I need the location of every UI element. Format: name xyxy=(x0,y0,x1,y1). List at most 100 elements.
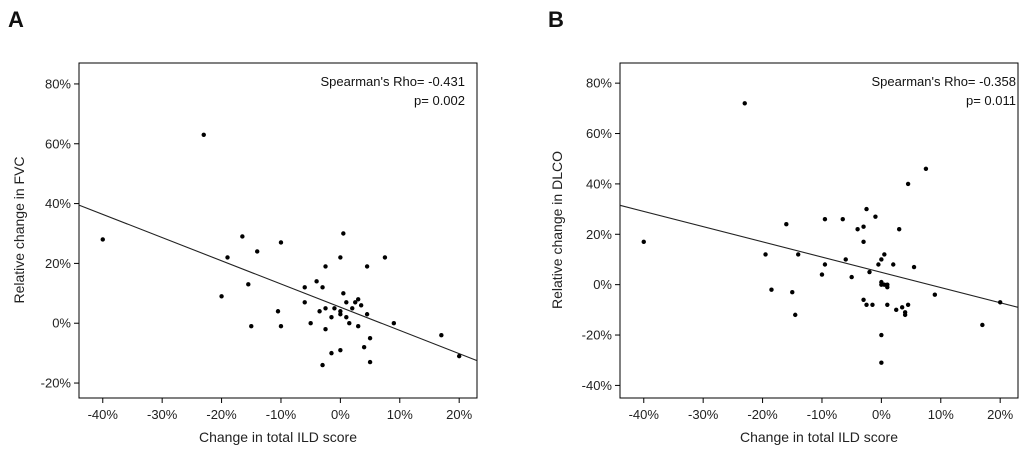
data-point xyxy=(980,322,985,328)
data-point xyxy=(864,206,869,212)
data-point xyxy=(822,262,828,267)
data-point xyxy=(899,305,905,310)
y-tick-label: 0% xyxy=(52,316,71,331)
x-tick-label: -40% xyxy=(88,407,119,422)
data-point xyxy=(911,264,917,270)
y-tick-label: 40% xyxy=(45,196,71,211)
data-point xyxy=(332,306,337,311)
data-point xyxy=(891,262,896,267)
data-point xyxy=(849,274,854,280)
data-point xyxy=(341,291,346,296)
y-tick-label: 0% xyxy=(593,277,612,292)
data-point xyxy=(308,321,313,326)
y-tick-label: 20% xyxy=(45,256,71,271)
data-point xyxy=(391,321,397,326)
data-point xyxy=(902,312,908,318)
panel-b: B -40% -30% -20% -10% 0% 10% 20% -40% -20% 0% 20%… xyxy=(548,7,1019,445)
data-point xyxy=(367,335,373,341)
data-points-b xyxy=(641,101,1003,365)
data-point xyxy=(317,309,322,314)
y-tick-label: 20% xyxy=(586,227,612,242)
fit-line-a xyxy=(78,204,478,362)
x-tick-label: 20% xyxy=(446,407,472,422)
data-point xyxy=(861,239,866,245)
data-point xyxy=(456,353,462,359)
x-tick-label: -10% xyxy=(807,407,838,422)
data-point xyxy=(894,307,899,313)
data-point xyxy=(364,264,370,269)
panel-letter-a: A xyxy=(8,7,24,32)
data-point xyxy=(225,255,230,260)
data-point xyxy=(320,362,325,368)
data-point xyxy=(341,231,346,236)
data-point xyxy=(997,300,1003,305)
x-tick-label: 10% xyxy=(928,407,954,422)
data-point xyxy=(876,262,881,267)
y-tick-label: -20% xyxy=(41,376,72,391)
x-tick-label: -30% xyxy=(688,407,719,422)
y-tick-label: 60% xyxy=(45,136,71,151)
data-point xyxy=(338,312,343,317)
data-point xyxy=(246,282,251,287)
y-tick-label: -40% xyxy=(582,378,613,393)
data-point xyxy=(338,347,343,353)
data-point xyxy=(329,315,334,320)
data-point xyxy=(855,227,860,232)
data-point xyxy=(275,309,281,314)
y-tick-label: 80% xyxy=(45,76,71,91)
data-point xyxy=(364,312,370,317)
data-point xyxy=(367,359,373,365)
spearman-rho-a: Spearman's Rho= -0.431 xyxy=(321,74,466,89)
data-point xyxy=(843,257,848,262)
y-ticks-b: -40% -20% 0% 20% 40% 60% 80% xyxy=(582,76,620,393)
data-point xyxy=(879,332,884,338)
data-point xyxy=(932,292,938,297)
x-tick-label: -40% xyxy=(629,407,660,422)
data-point xyxy=(870,302,875,308)
data-point xyxy=(769,287,774,292)
data-point xyxy=(861,224,866,229)
x-tick-label: -20% xyxy=(206,407,237,422)
data-point xyxy=(793,312,798,318)
data-point xyxy=(219,294,224,299)
data-point xyxy=(923,166,929,171)
x-ticks-b: -40% -30% -20% -10% 0% 10% 20% xyxy=(629,398,1014,422)
x-tick-label: -10% xyxy=(266,407,297,422)
x-ticks-a: -40% -30% -20% -10% 0% 10% 20% xyxy=(88,398,473,422)
data-point xyxy=(885,302,890,308)
data-point xyxy=(790,290,795,295)
data-point xyxy=(905,181,911,187)
data-point xyxy=(763,252,768,257)
data-point xyxy=(439,332,444,338)
data-point xyxy=(240,234,245,239)
data-point xyxy=(320,285,325,290)
data-point xyxy=(822,216,828,222)
data-point xyxy=(867,269,872,275)
data-point xyxy=(873,214,878,219)
fit-line-b xyxy=(619,204,1019,308)
data-point xyxy=(882,252,887,257)
spearman-rho-b: Spearman's Rho= -0.358 xyxy=(872,74,1017,89)
y-tick-label: -20% xyxy=(582,328,613,343)
x-tick-label: 10% xyxy=(387,407,413,422)
plot-frame-b xyxy=(619,62,1019,399)
data-point xyxy=(796,252,801,257)
data-point xyxy=(314,279,319,284)
p-value-a: p= 0.002 xyxy=(414,93,465,108)
x-tick-label: -30% xyxy=(147,407,178,422)
regression-line-b xyxy=(619,204,1019,308)
y-ticks-a: -20% 0% 20% 40% 60% 80% xyxy=(41,76,79,391)
data-point xyxy=(323,264,328,269)
data-point xyxy=(278,240,284,245)
data-point xyxy=(355,297,361,302)
data-point xyxy=(100,237,105,242)
data-point xyxy=(329,350,334,356)
x-axis-label-b: Change in total ILD score xyxy=(740,429,898,445)
x-axis-label-a: Change in total ILD score xyxy=(199,429,357,445)
plot-frame-a xyxy=(78,62,478,399)
data-point xyxy=(885,284,890,290)
data-point xyxy=(249,324,254,329)
data-point xyxy=(784,222,789,227)
p-value-b: p= 0.011 xyxy=(966,93,1016,108)
